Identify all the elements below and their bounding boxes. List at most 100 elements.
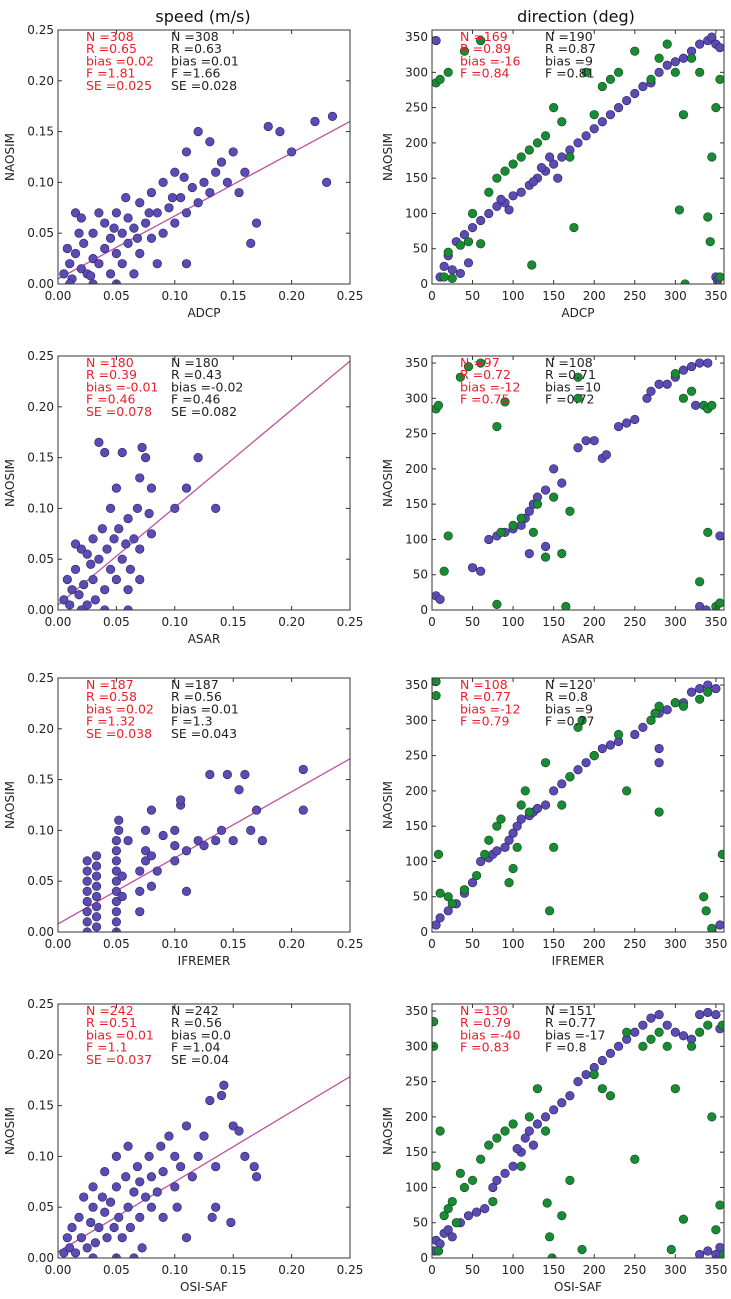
- data-point-purple: [432, 35, 441, 46]
- stats-red-line: bias =-12: [460, 701, 520, 716]
- stats-black-line: F =0.72: [545, 392, 594, 407]
- data-point-purple: [193, 1151, 203, 1161]
- panel-direction-adcp: 0 50 100 150 200 250 300 350 0 50 100 150 200 250 300 3…: [381, 29, 727, 320]
- data-point-green: [516, 513, 526, 523]
- data-point-purple: [193, 835, 203, 846]
- data-point-purple: [111, 917, 121, 927]
- data-point-purple: [100, 447, 110, 458]
- data-point-green: [605, 1091, 616, 1101]
- data-point-purple: [82, 856, 92, 866]
- data-point-purple: [581, 131, 591, 141]
- data-point-purple: [181, 147, 192, 157]
- data-point-purple: [79, 1192, 89, 1202]
- y-axis-label: NAOSIM: [381, 1107, 395, 1155]
- stats-red-line: N =242: [86, 1003, 134, 1018]
- panel-speed-ifremer: 0.00 0.05 0.10 0.15 0.20 0.25 0.00 0.05 0.10 0.15…: [3, 671, 363, 968]
- data-point-purple: [141, 846, 151, 856]
- data-point-green: [654, 807, 664, 817]
- x-axis-label: OSI-SAF: [554, 1280, 602, 1294]
- data-point-green: [557, 548, 567, 559]
- x-tick-label: 0: [428, 289, 436, 303]
- x-tick-label: 0.00: [45, 937, 72, 951]
- data-point-purple: [251, 1172, 262, 1182]
- stats-black-line: R =0.43: [171, 367, 222, 382]
- data-point-green: [613, 729, 624, 740]
- data-point-purple: [246, 825, 256, 836]
- data-point-purple: [91, 881, 102, 891]
- y-tick-label: 0.10: [27, 175, 54, 189]
- stats-red-line: SE =0.037: [86, 1052, 152, 1067]
- data-point-purple: [91, 891, 102, 902]
- stats-red-line: bias =0.02: [86, 53, 154, 68]
- data-point-green: [496, 527, 506, 537]
- data-point-green: [703, 687, 713, 697]
- x-tick-label: 0.20: [278, 937, 305, 951]
- data-point-purple: [135, 574, 145, 585]
- data-point-purple: [662, 705, 672, 715]
- data-point-purple: [164, 203, 174, 213]
- x-tick-label: 0.05: [103, 289, 130, 303]
- data-point-purple: [540, 800, 551, 810]
- data-point-purple: [492, 201, 502, 211]
- data-point-green: [508, 863, 518, 874]
- data-point-purple: [88, 254, 98, 264]
- stats-black-line: SE =0.028: [171, 78, 237, 93]
- data-point-purple: [472, 1207, 482, 1217]
- data-point-purple: [111, 886, 121, 896]
- data-point-green: [433, 849, 444, 859]
- data-point-green: [432, 1161, 441, 1171]
- data-point-purple: [94, 259, 104, 269]
- data-point-green: [472, 870, 482, 881]
- data-point-green: [512, 842, 522, 852]
- data-point-purple: [176, 795, 186, 805]
- data-point-green: [654, 53, 664, 63]
- data-point-green: [500, 166, 510, 176]
- x-tick-label: 0.05: [103, 937, 130, 951]
- x-tick-label: 0.25: [337, 289, 364, 303]
- stats-black-line: SE =0.043: [171, 726, 237, 741]
- stats-red-line: bias =0.01: [86, 1027, 154, 1042]
- stats-red-line: R =0.77: [460, 689, 511, 704]
- data-point-purple: [528, 1140, 538, 1150]
- data-point-purple: [91, 851, 102, 861]
- stats-red-line: R =0.51: [86, 1015, 137, 1030]
- data-point-purple: [524, 1126, 534, 1136]
- data-point-purple: [94, 208, 104, 218]
- data-point-purple: [287, 147, 297, 157]
- data-point-purple: [135, 1177, 145, 1187]
- data-point-purple: [91, 912, 102, 922]
- data-point-green: [484, 835, 494, 845]
- data-point-purple: [216, 825, 227, 836]
- data-point-purple: [100, 243, 110, 254]
- data-point-purple: [476, 215, 486, 226]
- x-tick-label: 0.20: [278, 1263, 305, 1277]
- stats-red-line: R =0.65: [86, 41, 137, 56]
- data-point-green: [717, 849, 724, 859]
- data-point-green: [597, 1084, 607, 1094]
- y-tick-label: 0.20: [27, 400, 54, 414]
- data-point-green: [540, 552, 551, 562]
- data-point-purple: [630, 414, 640, 425]
- data-point-purple: [181, 483, 192, 493]
- data-point-green: [549, 842, 559, 852]
- data-point-purple: [181, 846, 192, 856]
- data-point-green: [686, 53, 697, 63]
- data-point-green: [443, 892, 453, 902]
- x-tick-label: 0.25: [337, 615, 364, 629]
- data-point-purple: [82, 927, 92, 932]
- data-point-purple: [135, 473, 145, 483]
- data-point-purple: [100, 1207, 110, 1217]
- data-point-purple: [654, 758, 664, 768]
- stats-red-line: N =169: [460, 29, 508, 44]
- y-tick-label: 150: [405, 171, 428, 185]
- data-point-purple: [97, 1192, 107, 1202]
- data-point-green: [476, 358, 486, 368]
- y-tick-label: 200: [405, 784, 428, 798]
- data-point-purple: [156, 1141, 166, 1151]
- x-tick-label: 0.05: [103, 615, 130, 629]
- y-tick-label: 350: [405, 1004, 428, 1018]
- y-tick-label: 0.05: [27, 552, 54, 566]
- data-point-purple: [132, 233, 143, 243]
- stats-red-line: bias =-0.01: [86, 379, 158, 394]
- data-point-purple: [146, 187, 157, 198]
